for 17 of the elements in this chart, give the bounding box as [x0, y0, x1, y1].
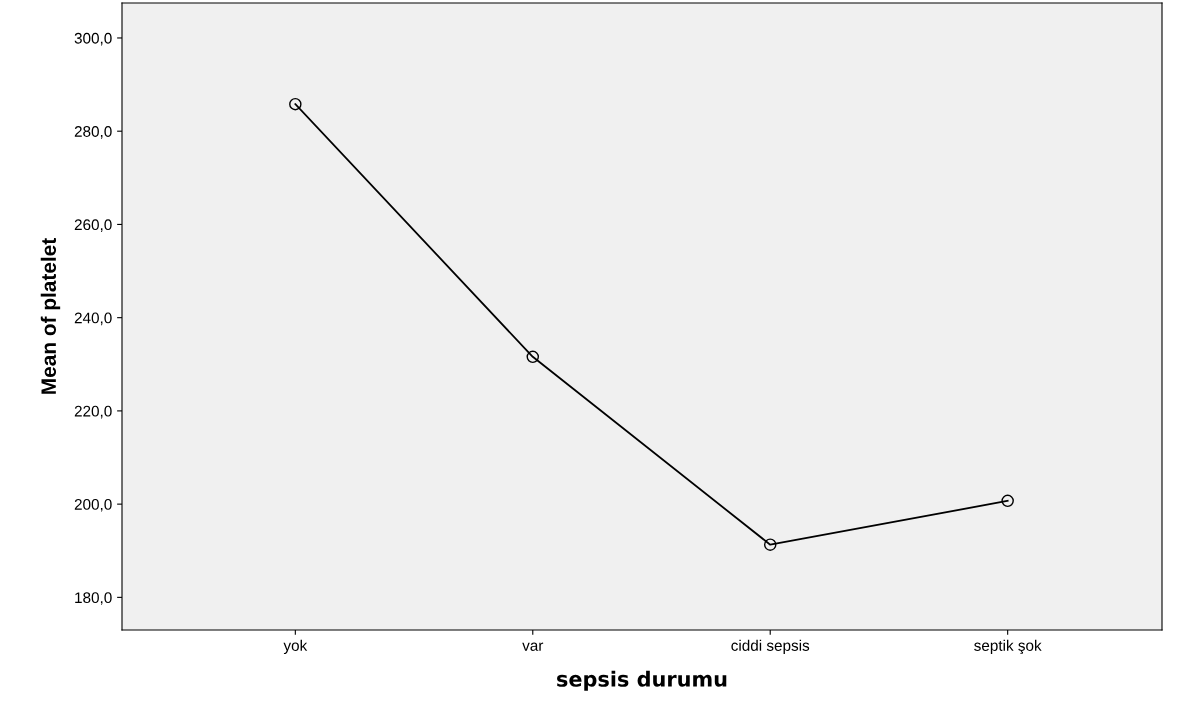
- y-tick-label: 300,0: [74, 32, 112, 46]
- x-tick-label: septik şok: [974, 639, 1042, 655]
- point: [1001, 494, 1014, 508]
- y-tick-label: 180,0: [75, 592, 112, 605]
- y-tick-label: 200,0: [74, 499, 112, 512]
- y-tick-label: 280,0: [74, 126, 112, 139]
- y-tick-label: 240,0: [74, 312, 112, 326]
- y-tick-label: 220,0: [74, 405, 112, 419]
- x-tick-label: ciddi sepsis: [731, 639, 810, 654]
- point: [526, 350, 540, 364]
- x-tick-label: yok: [283, 639, 308, 654]
- y-axis-title: Mean of platelet: [40, 238, 61, 394]
- x-axis-title: sepsis durumu: [557, 670, 727, 691]
- point: [289, 97, 302, 111]
- x-tick-label: var: [522, 642, 544, 651]
- y-tick-label: 260,0: [74, 219, 112, 232]
- point: [763, 538, 777, 551]
